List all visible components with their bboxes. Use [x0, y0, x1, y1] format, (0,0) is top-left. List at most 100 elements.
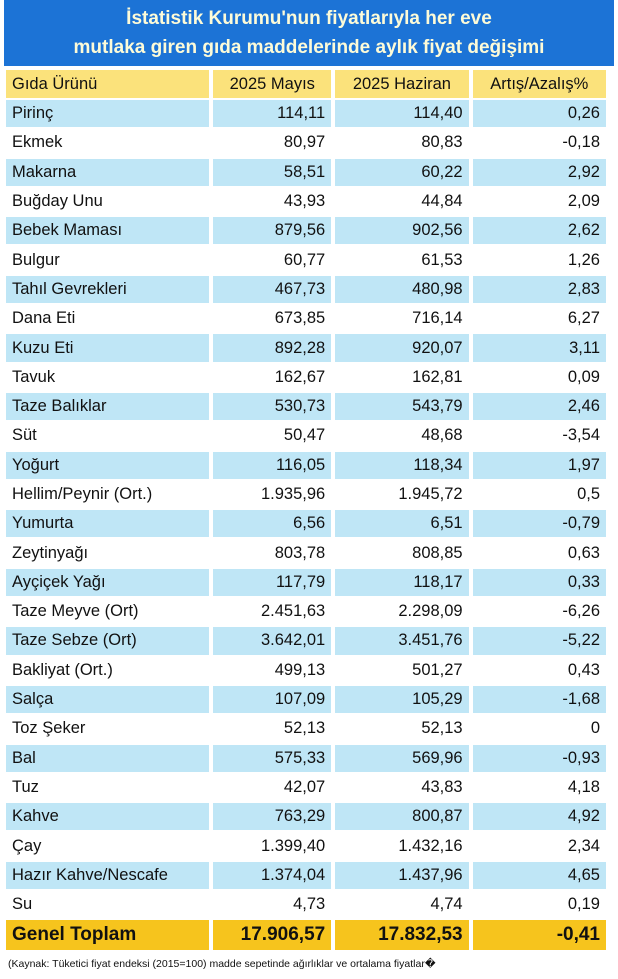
cell: 2.298,09: [335, 598, 469, 626]
cell: Bulgur: [6, 246, 210, 274]
cell: 0,63: [472, 539, 606, 567]
cell: 892,28: [213, 334, 332, 362]
cell: 1,26: [472, 246, 606, 274]
cell: 50,47: [213, 422, 332, 450]
data-row: Hellim/Peynir (Ort.) 1.935,96 1.945,72 0,5: [6, 480, 606, 509]
cell: Hazır Kahve/Nescafe: [6, 861, 210, 890]
data-row: Salça 107,09 105,29 -1,68: [6, 685, 606, 714]
cell: 0,26: [472, 100, 606, 128]
cell: Bebek Maması: [6, 217, 210, 245]
header-row: Gıda Ürünü 2025 Mayıs 2025 Haziran Artış/Az…: [6, 70, 606, 98]
cell: Genel Toplam: [6, 920, 210, 951]
cell: 0,43: [472, 656, 606, 684]
cell: Kahve: [6, 803, 210, 831]
data-row: Tuz 42,07 43,83 4,18: [6, 773, 606, 802]
cell: 530,73: [213, 392, 332, 421]
data-row: Pirinç 114,11 114,40 0,26: [6, 100, 606, 128]
cell: Su: [6, 891, 210, 919]
cell: 3.451,76: [335, 627, 469, 655]
cell: 467,73: [213, 275, 332, 304]
cell: 116,05: [213, 451, 332, 479]
cell: 902,56: [335, 217, 469, 245]
cell: 1.374,04: [213, 861, 332, 890]
data-row: Toz Şeker 52,13 52,13 0: [6, 715, 606, 743]
data-row: Bakliyat (Ort.) 499,13 501,27 0,43: [6, 656, 606, 684]
cell: 2,62: [472, 217, 606, 245]
data-row: Taze Meyve (Ort) 2.451,63 2.298,09 -6,26: [6, 598, 606, 626]
cell: 117,79: [213, 568, 332, 597]
cell: 2,09: [472, 187, 606, 216]
cell: Tavuk: [6, 363, 210, 391]
title-line: mutlaka giren gıda maddelerinde aylık fi…: [73, 37, 545, 58]
data-row: Bal 575,33 569,96 -0,93: [6, 744, 606, 772]
cell: 808,85: [335, 539, 469, 567]
data-row: Bebek Maması 879,56 902,56 2,62: [6, 217, 606, 245]
cell: Çay: [6, 832, 210, 860]
cell: 60,77: [213, 246, 332, 274]
cell: 575,33: [213, 744, 332, 772]
cell: 118,34: [335, 451, 469, 479]
cell: 4,73: [213, 891, 332, 919]
cell: Artış/Azalış%: [472, 70, 606, 98]
cell: -5,22: [472, 627, 606, 655]
title-line: İstatistik Kurumu'nun fiyatlarıyla her e…: [126, 8, 492, 29]
cell: 114,40: [335, 100, 469, 128]
cell: 114,11: [213, 100, 332, 128]
cell: 118,17: [335, 568, 469, 597]
cell: Taze Balıklar: [6, 392, 210, 421]
data-row: Yoğurt 116,05 118,34 1,97: [6, 451, 606, 479]
cell: 17.906,57: [213, 920, 332, 951]
cell: Tahıl Gevrekleri: [6, 275, 210, 304]
cell: 4,18: [472, 773, 606, 802]
cell: 61,53: [335, 246, 469, 274]
cell: 1.437,96: [335, 861, 469, 890]
cell: 4,65: [472, 861, 606, 890]
cell: -0,93: [472, 744, 606, 772]
cell: 2.451,63: [213, 598, 332, 626]
data-row: Kahve 763,29 800,87 4,92: [6, 803, 606, 831]
data-row: Dana Eti 673,85 716,14 6,27: [6, 305, 606, 333]
cell: Süt: [6, 422, 210, 450]
cell: Taze Sebze (Ort): [6, 627, 210, 655]
cell: 673,85: [213, 305, 332, 333]
cell: 920,07: [335, 334, 469, 362]
data-row: Su 4,73 4,74 0,19: [6, 891, 606, 919]
cell: 1.945,72: [335, 480, 469, 509]
cell: 1.432,16: [335, 832, 469, 860]
data-row: Zeytinyağı 803,78 808,85 0,63: [6, 539, 606, 567]
cell: 3,11: [472, 334, 606, 362]
cell: 716,14: [335, 305, 469, 333]
cell: Yoğurt: [6, 451, 210, 479]
cell: 879,56: [213, 217, 332, 245]
data-row: Buğday Unu 43,93 44,84 2,09: [6, 187, 606, 216]
footnote: (Kaynak: Tüketici fiyat endeksi (2015=10…: [8, 958, 436, 970]
cell: Kuzu Eti: [6, 334, 210, 362]
cell: 48,68: [335, 422, 469, 450]
cell: Salça: [6, 685, 210, 714]
data-row: Çay 1.399,40 1.432,16 2,34: [6, 832, 606, 860]
cell: 2,46: [472, 392, 606, 421]
cell: 0: [472, 715, 606, 743]
cell: 2,83: [472, 275, 606, 304]
cell: Buğday Unu: [6, 187, 210, 216]
cell: Ayçiçek Yağı: [6, 568, 210, 597]
price-table: Gıda Ürünü 2025 Mayıs 2025 Haziran Artış/Az…: [2, 68, 610, 952]
cell: Gıda Ürünü: [6, 70, 210, 98]
cell: 2,34: [472, 832, 606, 860]
cell: 1,97: [472, 451, 606, 479]
cell: 2025 Mayıs: [213, 70, 332, 98]
cell: Dana Eti: [6, 305, 210, 333]
cell: 80,97: [213, 129, 332, 157]
cell: 105,29: [335, 685, 469, 714]
cell: Hellim/Peynir (Ort.): [6, 480, 210, 509]
data-row: Süt 50,47 48,68 -3,54: [6, 422, 606, 450]
data-row: Hazır Kahve/Nescafe 1.374,04 1.437,96 4,65: [6, 861, 606, 890]
cell: Bakliyat (Ort.): [6, 656, 210, 684]
cell: Pirinç: [6, 100, 210, 128]
cell: 499,13: [213, 656, 332, 684]
cell: -0,18: [472, 129, 606, 157]
cell: 501,27: [335, 656, 469, 684]
cell: Ekmek: [6, 129, 210, 157]
cell: 6,27: [472, 305, 606, 333]
data-row: Bulgur 60,77 61,53 1,26: [6, 246, 606, 274]
